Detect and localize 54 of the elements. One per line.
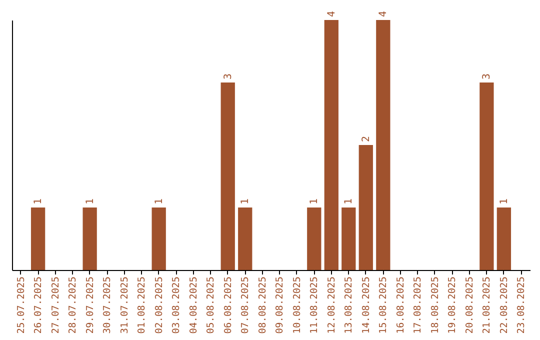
x-tick-label: 06.08.2025 <box>222 276 234 334</box>
bar <box>376 20 390 270</box>
x-tick-label: 14.08.2025 <box>360 276 372 334</box>
x-tick-label: 15.08.2025 <box>378 276 390 334</box>
data-label: 1 <box>309 198 320 204</box>
data-label: 3 <box>482 73 493 80</box>
bar <box>480 82 494 270</box>
x-tick-label: 03.08.2025 <box>171 276 182 334</box>
x-tick-label: 10.08.2025 <box>292 276 303 334</box>
data-label: 4 <box>326 10 338 17</box>
x-tick-label: 18.08.2025 <box>430 276 441 334</box>
bar <box>496 208 512 270</box>
x-tick-label: 12.08.2025 <box>326 276 338 334</box>
data-label: 1 <box>84 198 96 204</box>
x-tick-label: 20.08.2025 <box>464 276 476 334</box>
x-tick-label: 01.08.2025 <box>136 276 148 334</box>
data-label: 1 <box>240 198 252 204</box>
data-label: 3 <box>222 73 234 80</box>
data-label: 2 <box>360 136 372 142</box>
x-tick-label: 04.08.2025 <box>188 276 200 334</box>
x-tick-label: 25.07.2025 <box>16 276 27 334</box>
bar <box>342 208 356 270</box>
x-tick-label: 05.08.2025 <box>206 276 217 334</box>
x-tick-label: 29.07.2025 <box>84 276 96 334</box>
x-tick-label: 26.07.2025 <box>33 276 44 334</box>
data-label: 1 <box>154 198 165 204</box>
x-tick-label: 28.07.2025 <box>68 276 79 334</box>
x-tick-label: 23.08.2025 <box>516 276 528 334</box>
bar <box>220 82 235 270</box>
bar <box>152 208 166 270</box>
data-label: 1 <box>344 198 355 204</box>
x-tick-label: 22.08.2025 <box>498 276 510 334</box>
x-tick-label: 11.08.2025 <box>309 276 320 334</box>
bar <box>238 208 252 270</box>
bar <box>358 145 373 270</box>
bar <box>30 208 46 270</box>
x-tick-label: 17.08.2025 <box>412 276 424 334</box>
x-tick-label: 21.08.2025 <box>482 276 493 334</box>
x-tick-label: 08.08.2025 <box>257 276 268 334</box>
x-tick-label: 27.07.2025 <box>50 276 62 334</box>
x-tick-label: 07.08.2025 <box>240 276 252 334</box>
data-label: 1 <box>33 198 44 204</box>
x-tick-label: 09.08.2025 <box>274 276 286 334</box>
bar <box>324 20 338 270</box>
x-tick-label: 31.07.2025 <box>119 276 130 334</box>
bar <box>307 208 322 270</box>
data-label: 4 <box>378 10 390 17</box>
x-tick-label: 16.08.2025 <box>395 276 406 334</box>
x-tick-label: 19.08.2025 <box>447 276 458 334</box>
x-tick-label: 02.08.2025 <box>154 276 165 334</box>
x-tick-label: 13.08.2025 <box>344 276 355 334</box>
bar <box>82 208 97 270</box>
x-tick-label: 30.07.2025 <box>102 276 114 334</box>
data-label: 1 <box>498 198 510 204</box>
